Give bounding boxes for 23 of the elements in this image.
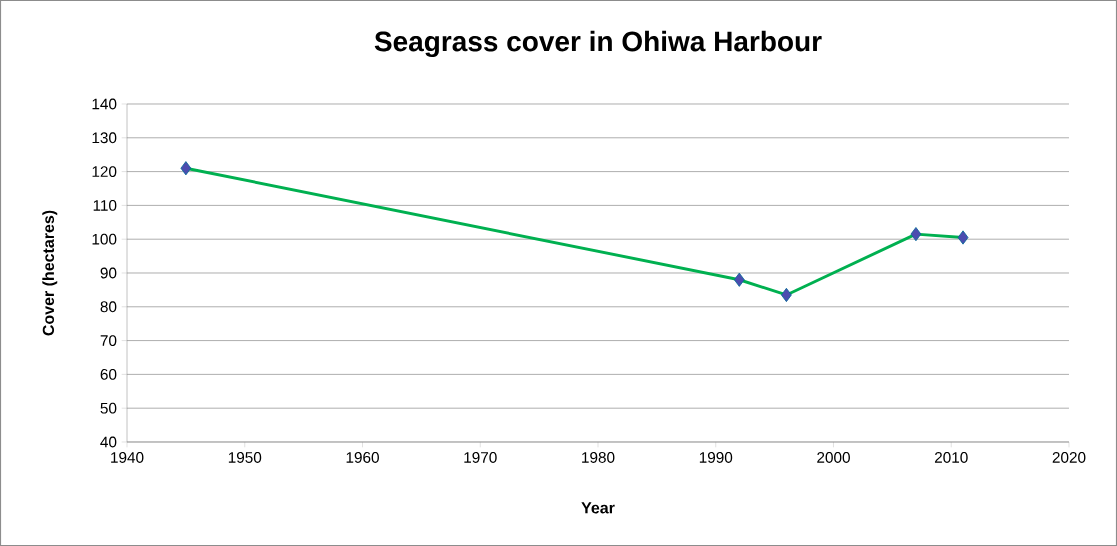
y-tick-label: 70: [100, 335, 117, 347]
y-tick-label: 100: [92, 233, 117, 245]
x-tick-label: 1940: [111, 452, 144, 463]
x-tick-label: 1990: [699, 452, 733, 463]
y-tick-label: 120: [92, 166, 117, 178]
x-tick-label: 1970: [464, 452, 497, 463]
x-tick-label: 2010: [934, 452, 968, 463]
x-tick-label: 2020: [1052, 452, 1086, 463]
x-tick-label: 1950: [228, 452, 262, 463]
y-tick-label: 130: [92, 132, 117, 144]
y-axis-title: Cover (hectares): [42, 210, 58, 336]
x-tick-label: 2000: [817, 452, 850, 463]
y-tick-label: 140: [92, 98, 117, 110]
chart-title: Seagrass cover in Ohiwa Harbour: [374, 30, 822, 58]
y-tick-label: 90: [100, 267, 117, 279]
y-tick-label: 80: [100, 301, 117, 313]
x-tick-label: 1980: [582, 452, 615, 463]
y-tick-label: 40: [100, 436, 117, 448]
y-tick-label: 50: [100, 402, 117, 414]
y-tick-label: 110: [93, 199, 117, 211]
x-axis-title: Year: [581, 502, 615, 514]
x-tick-label: 1960: [346, 452, 379, 463]
y-tick-label: 60: [100, 368, 117, 380]
